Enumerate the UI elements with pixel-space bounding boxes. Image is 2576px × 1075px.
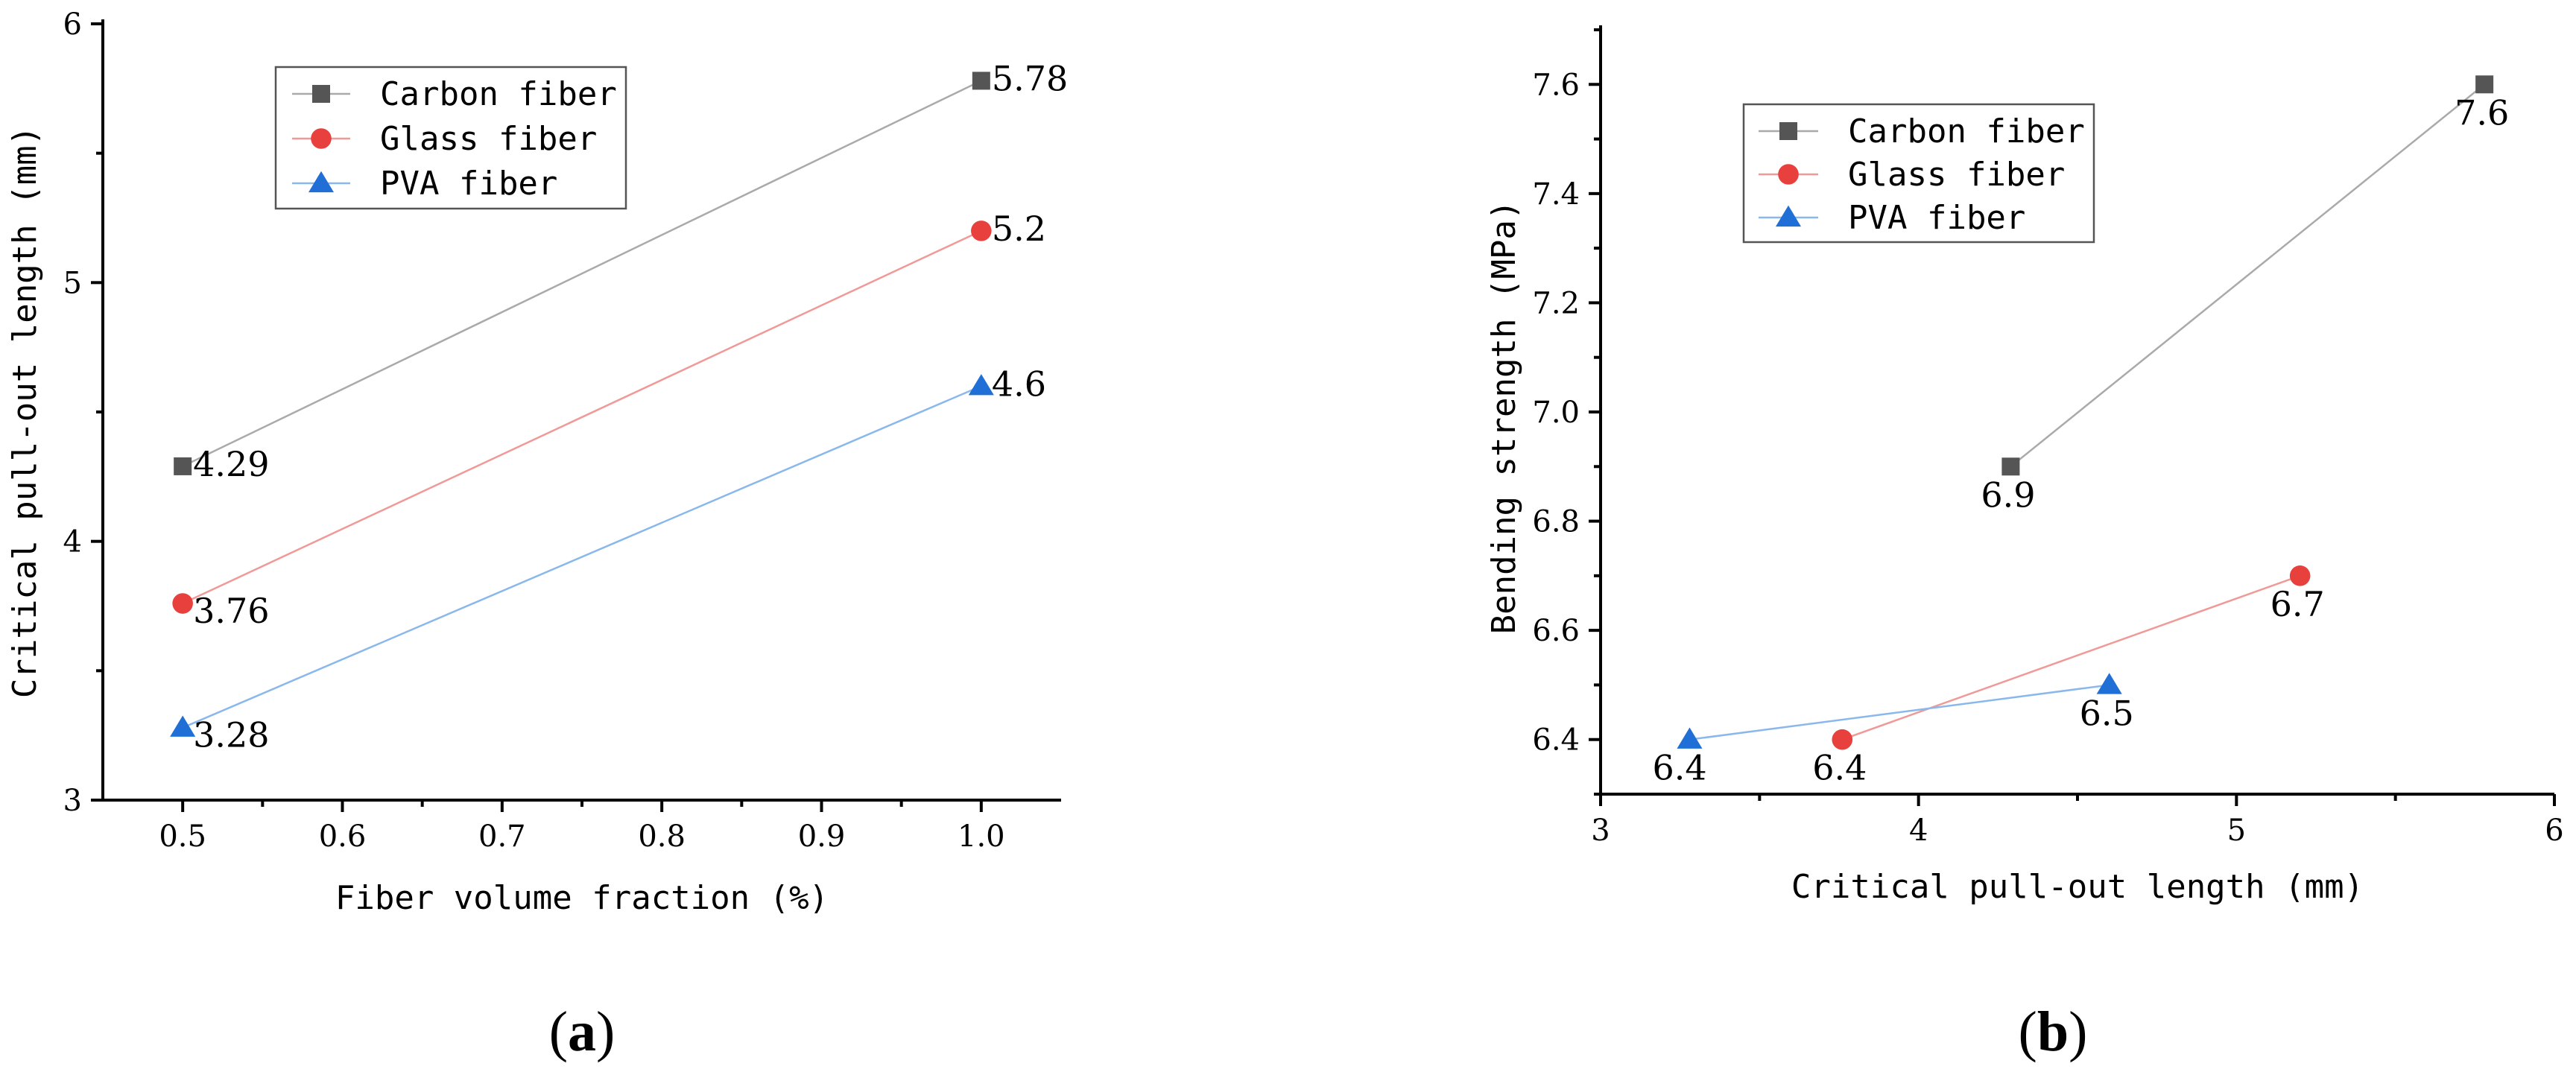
series-pva-fiber: 6.4 6.5 [1652,673,2134,788]
data-label: 6.9 [1981,475,2035,515]
series-glass-fiber: 3.76 5.2 [172,209,1046,631]
legend-frame [1742,103,2095,244]
data-point [971,221,992,241]
y-tick-label: 6 [63,7,82,42]
legend-marker [311,128,332,149]
legend-marker [308,171,335,193]
series-line [182,229,982,605]
data-point [2289,565,2311,586]
x-axis-title: Critical pull-out length (mm) [1791,868,2364,906]
panel-a-chart: 0.5 0.6 0.7 0.8 0.9 1.0 3 4 5 6 Fiber volume fract… [6,7,1068,1063]
panel-label-open: ( [549,1001,568,1063]
data-point [972,72,990,90]
series-carbon-fiber: 6.9 7.6 [1981,75,2509,515]
series-line [182,80,982,468]
legend-label: Carbon fiber [1848,112,2085,150]
data-label: 4.6 [992,364,1046,404]
panel-label: (a) [549,1001,615,1063]
series-line [1841,574,2301,741]
data-point [172,593,193,614]
legend-label: Glass fiber [1848,156,2065,194]
x-tick-label: 0.6 [319,819,367,854]
data-point [2001,457,2020,476]
y-tick-label: 7.0 [1532,396,1580,430]
data-label: 5.2 [992,209,1046,249]
data-label: 6.5 [2080,693,2134,733]
x-tick-label: 0.9 [798,819,846,854]
panel-b-chart: 3 4 5 6 6.4 6.6 6.8 7.0 7.2 7.4 7.6 Critical pull-o… [1485,25,2564,1063]
legend-marker [1775,205,1802,227]
data-point [2096,673,2122,694]
legend-label: PVA fiber [1848,199,2025,237]
legend: Carbon fiber Glass fiber PVA fiber [274,66,627,210]
y-tick-label: 7.6 [1532,68,1580,102]
series-line [182,385,982,729]
panel-label-close: ) [2069,1001,2087,1063]
x-tick-label: 3 [1591,814,1610,848]
data-point [174,457,192,475]
panel-label-letter: a [568,1001,596,1063]
data-label: 3.28 [193,715,269,755]
data-point [1832,729,1853,750]
legend-label: Glass fiber [380,120,597,158]
y-tick-label: 7.4 [1532,177,1580,212]
legend-item: Carbon fiber [1759,112,2085,150]
y-axis-title: Critical pull-out length (mm) [6,126,44,698]
panel-label-open: ( [2019,1001,2037,1063]
y-tick-label: 5 [63,266,82,300]
legend-marker [312,85,330,103]
series-carbon-fiber: 4.29 5.78 [174,58,1068,484]
data-point [170,715,196,737]
y-axis-title: Bending strength (MPa) [1485,200,1523,635]
legend-marker [1778,164,1799,185]
series-line [2010,83,2485,468]
data-label: 5.78 [992,58,1068,98]
x-tick-label: 6 [2545,814,2563,848]
x-axis-title: Fiber volume fraction (%) [335,879,829,917]
data-label: 3.76 [193,591,269,631]
data-point [2475,75,2494,94]
legend-item: Glass fiber [292,120,597,158]
data-label: 6.4 [1652,748,1706,788]
x-tick-label: 4 [1909,814,1928,848]
data-label: 6.7 [2270,584,2325,624]
legend-label: PVA fiber [380,165,557,203]
y-tick-label: 3 [63,784,82,818]
data-label: 4.29 [193,444,269,484]
legend-label: Carbon fiber [380,75,617,113]
legend-item: Glass fiber [1759,156,2065,194]
series-line [1689,684,2110,741]
y-tick-label: 6.4 [1532,723,1580,758]
legend-item: Carbon fiber [292,75,617,113]
x-tick-label: 1.0 [958,819,1005,854]
data-label: 7.6 [2455,92,2509,133]
data-point [968,374,994,396]
panel-label-close: ) [596,1001,615,1063]
data-point [1677,727,1703,749]
x-tick-label: 5 [2227,814,2246,848]
panel-label: (b) [2019,1001,2088,1063]
y-tick-label: 4 [63,525,82,559]
y-tick-label: 7.2 [1532,286,1580,320]
series-glass-fiber: 6.4 6.7 [1812,565,2325,788]
x-tick-label: 0.7 [478,819,526,854]
x-tick-label: 0.8 [638,819,686,854]
y-tick-label: 6.6 [1532,614,1580,648]
legend-marker [1779,122,1797,140]
series-pva-fiber: 3.28 4.6 [170,364,1046,755]
legend-item: PVA fiber [292,165,557,203]
y-tick-label: 6.8 [1532,505,1580,539]
panel-label-letter: b [2037,1001,2069,1063]
x-tick-label: 0.5 [159,819,206,854]
legend-item: PVA fiber [1759,199,2025,237]
legend: Carbon fiber Glass fiber PVA fiber [1742,103,2095,244]
data-label: 6.4 [1812,748,1867,788]
